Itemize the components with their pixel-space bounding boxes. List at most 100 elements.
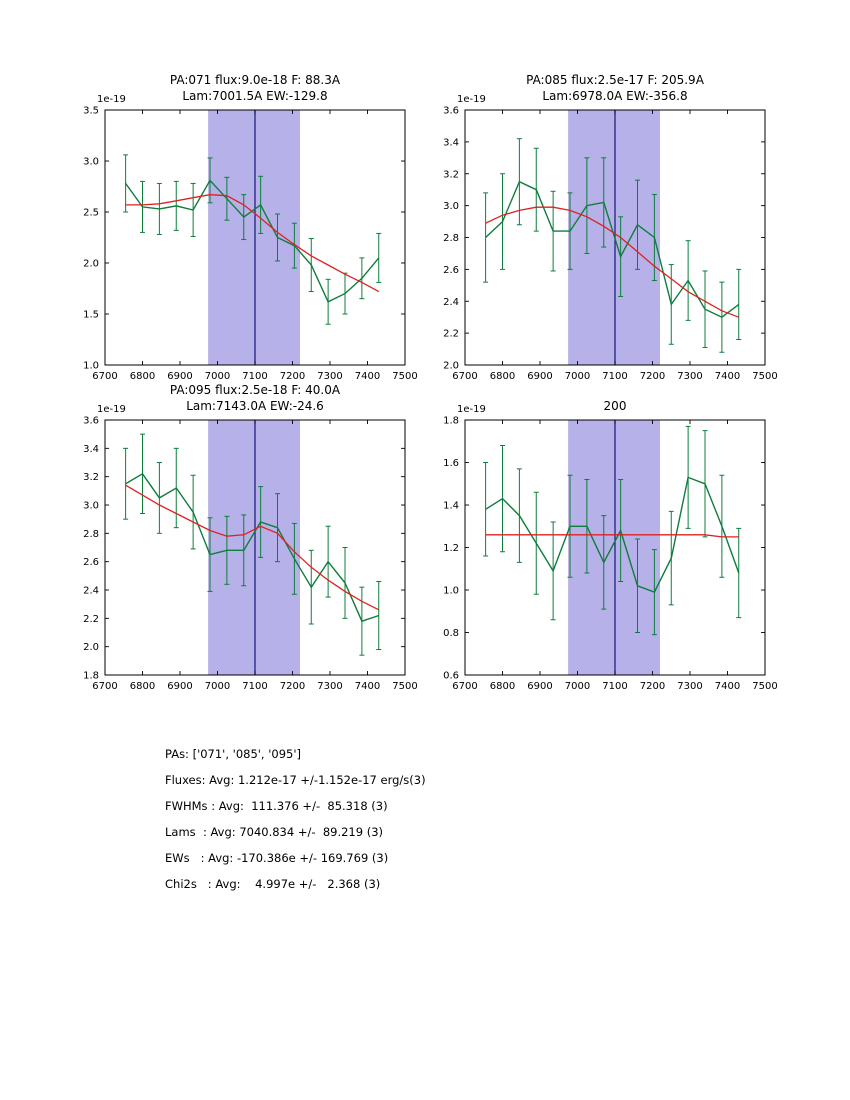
x-tick-label: 7000: [565, 371, 590, 382]
y-tick-label: 3.2: [83, 472, 99, 483]
fit-line: [485, 206, 740, 318]
x-tick-label: 7000: [205, 681, 230, 692]
subplot-title-line: PA:071 flux:9.0e-18 F: 88.3A: [170, 73, 341, 87]
fit-line: [125, 194, 380, 293]
y-tick-label: 2.0: [83, 642, 99, 653]
y-tick-label: 1.0: [443, 586, 459, 597]
y-tick-label: 3.5: [83, 106, 99, 117]
summary-line-pas: PAs: ['071', '085', '095']: [165, 747, 302, 761]
x-tick-label: 7100: [242, 681, 267, 692]
x-tick-label: 7300: [317, 371, 342, 382]
fit-line: [485, 534, 739, 538]
x-tick-label: 7500: [392, 681, 417, 692]
x-tick-label: 6900: [527, 681, 552, 692]
y-tick-label: 3.2: [443, 169, 459, 180]
axis-ticks: [104, 419, 406, 676]
subplot-title-line: Lam:7143.0A EW:-24.6: [186, 399, 324, 413]
y-tick-label: 1.6: [443, 458, 459, 469]
y-tick-label: 3.0: [83, 501, 99, 512]
subplot-title-line: PA:085 flux:2.5e-17 F: 205.9A: [526, 73, 705, 87]
summary-line-fluxes: Fluxes: Avg: 1.212e-17 +/-1.152e-17 erg/…: [165, 773, 426, 787]
subplot-2: 6700 6800 6900 7000 7100 7200 7300 7400 7500 1.8 2…: [83, 383, 418, 692]
y-axis-offset-label: 1e-19: [97, 94, 126, 105]
x-tick-label: 7500: [752, 371, 777, 382]
y-tick-label: 2.4: [443, 297, 459, 308]
y-tick-label: 2.6: [443, 265, 459, 276]
summary-line-lams: Lams : Avg: 7040.834 +/- 89.219 (3): [165, 825, 384, 839]
x-tick-label: 7500: [752, 681, 777, 692]
x-tick-label: 7300: [677, 371, 702, 382]
subplot-0: 6700 6800 6900 7000 7100 7200 7300 7400 7500 1.0 1…: [83, 73, 418, 382]
y-tick-label: 2.8: [83, 529, 99, 540]
axis-ticks: [464, 419, 766, 676]
x-tick-label: 7200: [640, 681, 665, 692]
data-series: [125, 472, 380, 623]
data-series: [485, 476, 740, 593]
summary-line-ews: EWs : Avg: -170.386e +/- 169.769 (3): [165, 851, 389, 865]
x-tick-label: 6800: [490, 681, 515, 692]
x-tick-label: 7400: [355, 681, 380, 692]
x-tick-label: 7100: [602, 681, 627, 692]
y-tick-label: 2.2: [443, 329, 459, 340]
y-axis-offset-label: 1e-19: [97, 404, 126, 415]
fit-line: [125, 484, 380, 611]
x-tick-label: 7000: [565, 681, 590, 692]
x-tick-label: 7300: [317, 681, 342, 692]
x-tick-label: 7300: [677, 681, 702, 692]
x-tick-label: 7400: [355, 371, 380, 382]
y-tick-label: 3.0: [83, 157, 99, 168]
subplot-3: 6700 6800 6900 7000 7100 7200 7300 7400 7500 0.6 0…: [443, 399, 778, 692]
y-tick-label: 2.2: [83, 614, 99, 625]
summary-block: PAs: ['071', '085', '095'] Fluxes: Avg: …: [165, 741, 426, 897]
x-tick-label: 6900: [527, 371, 552, 382]
x-tick-label: 6900: [167, 371, 192, 382]
subplot-title-line: Lam:6978.0A EW:-356.8: [542, 89, 687, 103]
x-tick-label: 6800: [130, 371, 155, 382]
y-tick-label: 2.4: [83, 586, 99, 597]
x-tick-label: 7100: [242, 371, 267, 382]
y-tick-label: 3.4: [83, 444, 99, 455]
summary-line-fwhms: FWHMs : Avg: 111.376 +/- 85.318 (3): [165, 799, 388, 813]
y-axis-offset-label: 1e-19: [457, 404, 486, 415]
y-tick-label: 2.0: [83, 259, 99, 270]
x-tick-label: 6900: [167, 681, 192, 692]
y-tick-label: 0.6: [443, 671, 459, 682]
x-tick-label: 6700: [92, 371, 117, 382]
y-tick-label: 2.8: [443, 233, 459, 244]
x-tick-label: 6800: [490, 371, 515, 382]
spectra-plots: 6700 6800 6900 7000 7100 7200 7300 7400 7500 1.0 1…: [83, 73, 778, 692]
y-tick-label: 2.5: [83, 208, 99, 219]
axis-ticks: [464, 109, 766, 366]
highlight-band: [568, 420, 660, 675]
y-tick-label: 1.8: [443, 416, 459, 427]
x-tick-label: 6700: [452, 681, 477, 692]
subplot-title-line: Lam:7001.5A EW:-129.8: [182, 89, 327, 103]
y-tick-label: 1.5: [83, 310, 99, 321]
y-tick-label: 2.0: [443, 361, 459, 372]
y-tick-label: 1.2: [443, 543, 459, 554]
x-tick-label: 7100: [602, 371, 627, 382]
y-tick-label: 1.0: [83, 361, 99, 372]
x-tick-label: 7200: [280, 681, 305, 692]
y-tick-label: 3.0: [443, 201, 459, 212]
y-tick-label: 0.8: [443, 628, 459, 639]
x-tick-label: 7200: [640, 371, 665, 382]
x-tick-label: 7200: [280, 371, 305, 382]
y-axis-offset-label: 1e-19: [457, 94, 486, 105]
x-tick-label: 6800: [130, 681, 155, 692]
y-tick-label: 2.6: [83, 557, 99, 568]
highlight-band: [208, 110, 300, 365]
subplot-title-line: PA:095 flux:2.5e-18 F: 40.0A: [170, 383, 341, 397]
subplot-title-line: 200: [604, 399, 627, 413]
y-tick-label: 1.8: [83, 671, 99, 682]
axis-ticks: [104, 109, 406, 366]
subplot-1: 6700 6800 6900 7000 7100 7200 7300 7400 7500 2.0 2…: [443, 73, 778, 382]
x-tick-label: 7400: [715, 371, 740, 382]
x-tick-label: 6700: [92, 681, 117, 692]
x-tick-label: 7000: [205, 371, 230, 382]
y-tick-label: 3.4: [443, 137, 459, 148]
summary-line-chi2s: Chi2s : Avg: 4.997e +/- 2.368 (3): [165, 877, 381, 891]
x-tick-label: 6700: [452, 371, 477, 382]
highlight-band: [208, 420, 300, 675]
